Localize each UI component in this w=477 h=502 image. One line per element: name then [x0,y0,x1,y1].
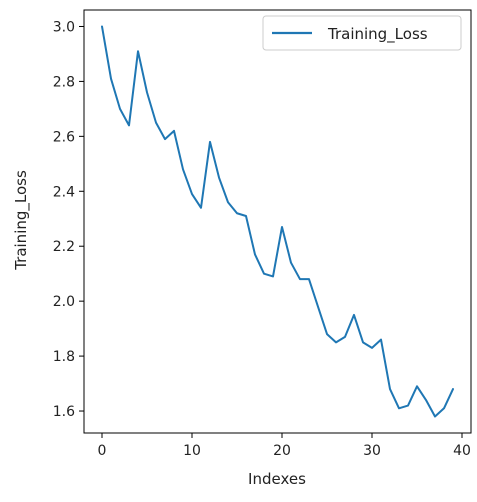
x-tick-label: 10 [183,443,201,459]
legend-label-training-loss: Training_Loss [327,25,428,44]
y-axis: 1.6 1.8 2.0 2.2 2.4 2.6 2.8 3.0 [53,19,84,420]
series-line-training-loss [101,25,454,418]
x-tick-label: 20 [273,443,291,459]
legend: Training_Loss [262,15,462,51]
x-tick-label: 0 [98,443,107,459]
y-tick-label: 1.6 [53,404,75,420]
y-tick-label: 2.4 [53,184,75,200]
x-tick-label: 40 [453,443,471,459]
x-tick-label: 30 [363,443,381,459]
y-axis-label: Training_Loss [12,170,31,271]
x-axis-label: Indexes [248,470,306,488]
plot-area [83,9,472,434]
x-axis: 0 10 20 30 40 [98,433,471,459]
y-tick-label: 2.8 [53,74,75,90]
legend-box [262,15,462,51]
y-tick-label: 3.0 [53,19,75,35]
y-tick-label: 1.8 [53,349,75,365]
y-tick-label: 2.0 [53,294,75,310]
plot-frame [83,9,472,434]
series-layer [101,25,454,418]
y-tick-label: 2.2 [53,239,75,255]
y-tick-label: 2.6 [53,129,75,145]
